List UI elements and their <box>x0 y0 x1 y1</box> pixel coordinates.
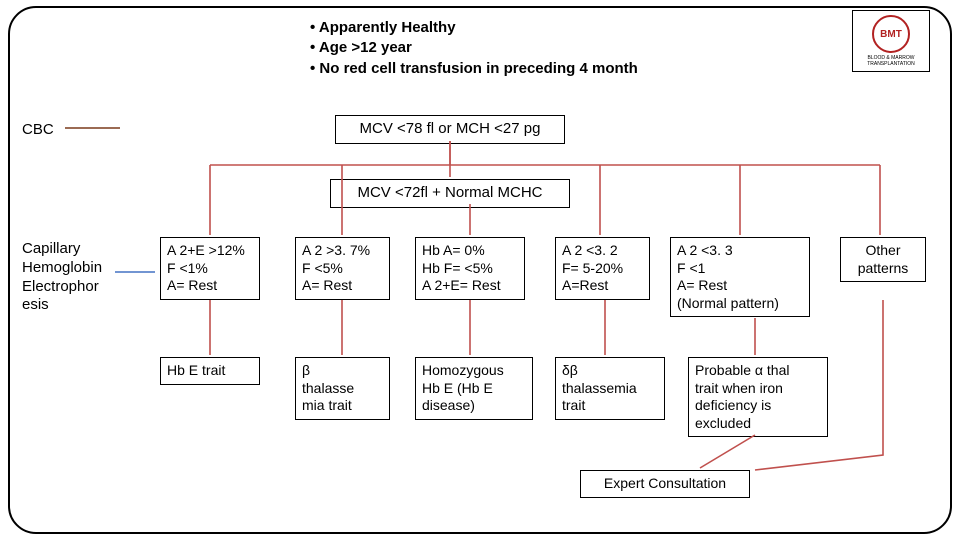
node-pattern-5: A 2 <3. 3 F <1 A= Rest (Normal pattern) <box>670 237 810 317</box>
org-logo: BMT BLOOD & MARROW TRANSPLANTATION <box>852 10 930 72</box>
node-dx-2: β thalasse mia trait <box>295 357 390 420</box>
logo-subtitle: BLOOD & MARROW TRANSPLANTATION <box>853 55 929 67</box>
node-dx-5: Probable α thal trait when iron deficien… <box>688 357 828 437</box>
logo-circle-icon: BMT <box>872 15 910 53</box>
node-mcv-mchc: MCV <72fl + Normal MCHC <box>330 179 570 208</box>
node-pattern-4: A 2 <3. 2 F= 5-20% A=Rest <box>555 237 650 300</box>
node-pattern-3: Hb A= 0% Hb F= <5% A 2+E= Rest <box>415 237 525 300</box>
node-dx-4: δβ thalassemia trait <box>555 357 665 420</box>
node-pattern-1: A 2+E >12% F <1% A= Rest <box>160 237 260 300</box>
node-expert: Expert Consultation <box>580 470 750 498</box>
criteria-line: • Apparently Healthy <box>310 18 638 38</box>
inclusion-criteria: • Apparently Healthy • Age >12 year • No… <box>310 18 638 79</box>
electrophoresis-label: Capillary Hemoglobin Electrophor esis <box>22 240 102 315</box>
node-mcv-mch: MCV <78 fl or MCH <27 pg <box>335 115 565 144</box>
criteria-line: • No red cell transfusion in preceding 4… <box>310 59 638 79</box>
criteria-line: • Age >12 year <box>310 38 638 58</box>
node-dx-3: Homozygous Hb E (Hb E disease) <box>415 357 533 420</box>
node-dx-1: Hb E trait <box>160 357 260 385</box>
node-pattern-2: A 2 >3. 7% F <5% A= Rest <box>295 237 390 300</box>
cbc-label: CBC <box>22 121 54 140</box>
node-pattern-other: Other patterns <box>840 237 926 282</box>
